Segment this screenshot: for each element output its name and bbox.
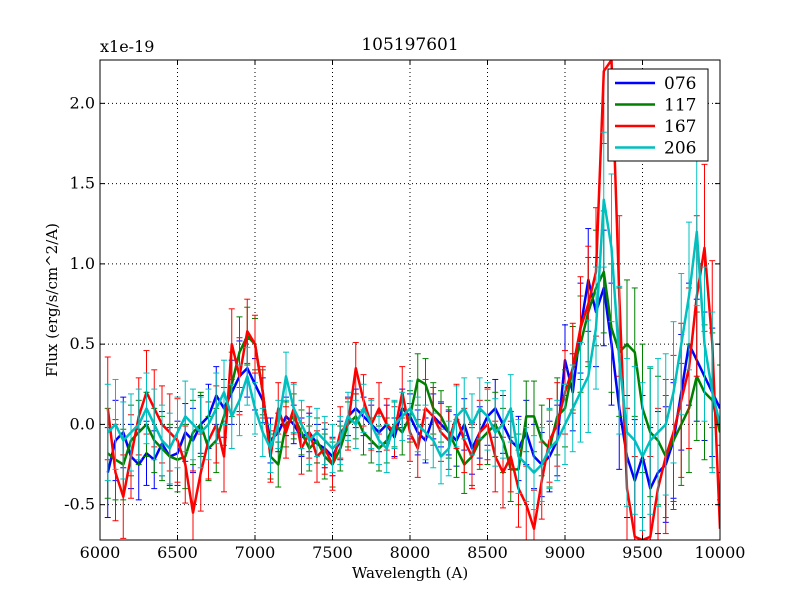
ticks bbox=[99, 60, 721, 540]
y-tick-label: 0.0 bbox=[70, 414, 95, 433]
series-layer bbox=[104, 60, 720, 540]
series-line-167 bbox=[106, 60, 720, 540]
y-tick-label: 1.5 bbox=[70, 174, 95, 193]
x-tick-label: 7000 bbox=[235, 543, 276, 562]
x-tick-label: 6000 bbox=[80, 543, 121, 562]
y-offset-text: x1e-19 bbox=[100, 37, 154, 56]
x-tick-label: 9000 bbox=[545, 543, 586, 562]
legend-label-117: 117 bbox=[664, 96, 696, 116]
series-line-206 bbox=[106, 198, 720, 474]
x-tick-label: 10000 bbox=[695, 543, 746, 562]
x-tick-label: 8000 bbox=[390, 543, 431, 562]
x-axis-label: Wavelength (A) bbox=[352, 564, 468, 582]
legend-label-167: 167 bbox=[664, 117, 696, 137]
x-tick-label: 6500 bbox=[157, 543, 198, 562]
y-tick-label: 0.5 bbox=[70, 334, 95, 353]
y-tick-label: 1.0 bbox=[70, 254, 95, 273]
legend-box bbox=[607, 68, 709, 162]
x-tick-labels: 6000 6500 7000 7500 8000 8500 9000 9500 10000 bbox=[80, 543, 746, 562]
series-line-076 bbox=[106, 278, 720, 490]
series-206 bbox=[104, 131, 720, 531]
chart-title: 105197601 bbox=[361, 35, 458, 55]
y-tick-labels: -0.5 0.0 0.5 1.0 1.5 2.0 bbox=[64, 93, 95, 513]
x-tick-label: 9500 bbox=[622, 543, 663, 562]
x-tick-label: 7500 bbox=[312, 543, 353, 562]
legend-label-206: 206 bbox=[664, 139, 696, 159]
y-tick-label: -0.5 bbox=[64, 495, 95, 514]
x-tick-label: 8500 bbox=[467, 543, 508, 562]
y-axis-label: Flux (erg/s/cm^2/A) bbox=[43, 223, 61, 377]
legend-label-076: 076 bbox=[664, 74, 696, 94]
y-tick-label: 2.0 bbox=[70, 93, 95, 112]
